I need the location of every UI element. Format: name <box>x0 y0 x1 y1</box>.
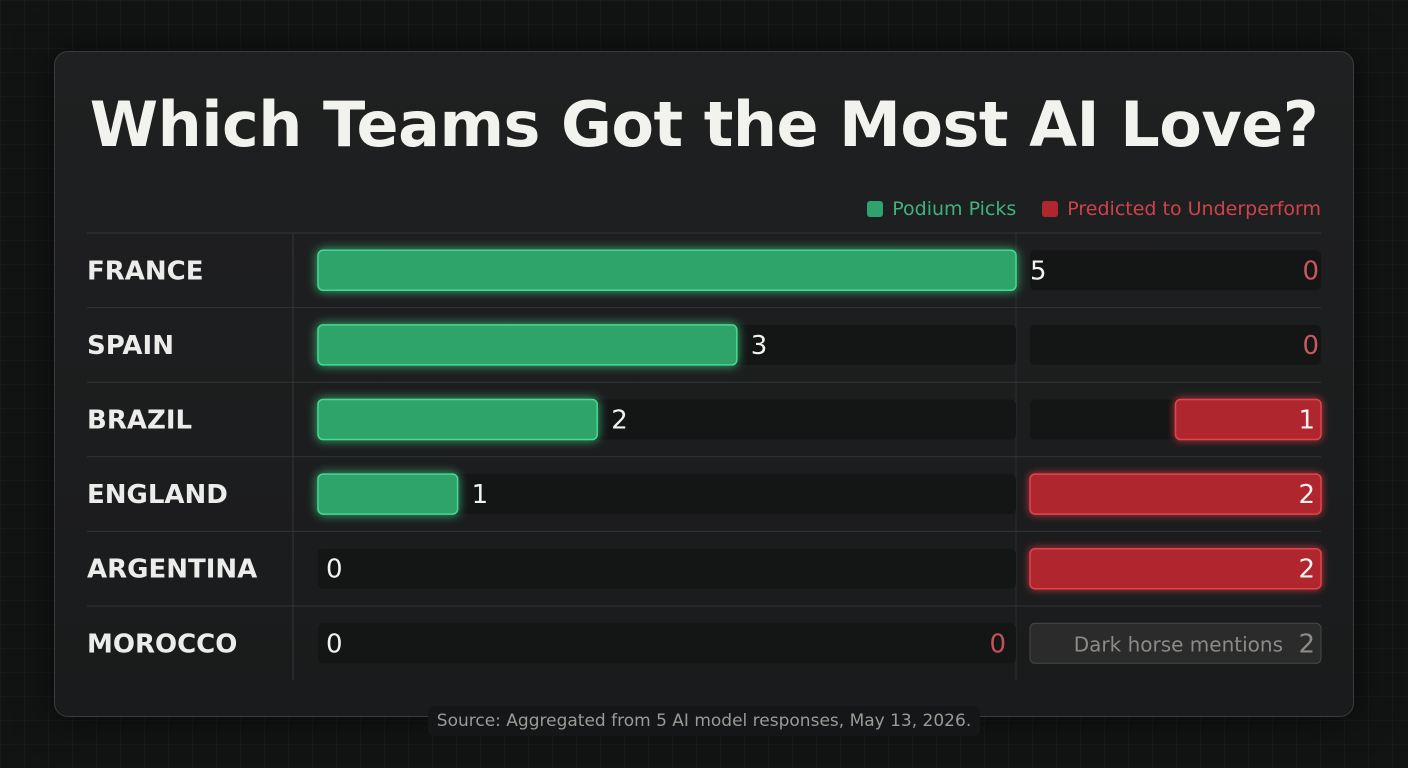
underperform-track <box>1030 250 1321 291</box>
chart-title: Which Teams Got the Most AI Love? <box>89 88 1319 161</box>
podium-value-label: 3 <box>751 331 768 361</box>
podium-value-label: 1 <box>472 480 489 510</box>
legend-swatch-podium <box>867 201 884 217</box>
legend-item-podium: Podium Picks <box>867 198 1016 220</box>
podium-value-label: 0 <box>326 555 343 585</box>
podium-bar <box>317 398 598 441</box>
underperform-bar <box>1029 547 1322 590</box>
legend: Podium Picks Predicted to Underperform <box>841 198 1321 220</box>
underperform-bar <box>1174 398 1322 441</box>
podium-track <box>318 623 1016 664</box>
legend-label-podium: Podium Picks <box>892 198 1017 220</box>
dark-horse-value: 2 <box>1298 629 1315 659</box>
podium-track <box>318 548 1016 589</box>
legend-label-underperform: Predicted to Underperform <box>1067 198 1321 220</box>
podium-bar <box>317 473 459 515</box>
underperform-value-label: 2 <box>1298 555 1315 585</box>
podium-track <box>318 474 1016 515</box>
underperform-value-label: 2 <box>1298 480 1315 510</box>
podium-value-label: 2 <box>611 406 628 436</box>
source-footer: Source: Aggregated from 5 AI model respo… <box>428 706 980 736</box>
category-label: BRAZIL <box>87 406 192 436</box>
legend-swatch-underperform <box>1042 201 1059 217</box>
category-label: FRANCE <box>87 256 204 286</box>
podium-bar <box>317 324 738 366</box>
underperform-value-label: 0 <box>1302 331 1319 361</box>
podium-value-label: 5 <box>1030 256 1047 286</box>
legend-item-underperform: Predicted to Underperform <box>1042 198 1321 220</box>
underperform-value-label: 0 <box>1302 256 1319 286</box>
underperform-value-label: 0 <box>989 629 1006 659</box>
underperform-track <box>1030 324 1321 365</box>
dark-horse-bar <box>1029 622 1322 664</box>
category-label: ARGENTINA <box>87 555 257 585</box>
dark-horse-label: Dark horse mentions <box>1074 632 1283 656</box>
category-label: SPAIN <box>87 331 174 361</box>
category-label: ENGLAND <box>87 480 228 510</box>
podium-value-label: 0 <box>326 629 343 659</box>
underperform-bar <box>1029 473 1322 515</box>
underperform-value-label: 1 <box>1298 406 1315 436</box>
podium-bar <box>317 249 1017 292</box>
category-label: MOROCCO <box>87 629 237 659</box>
